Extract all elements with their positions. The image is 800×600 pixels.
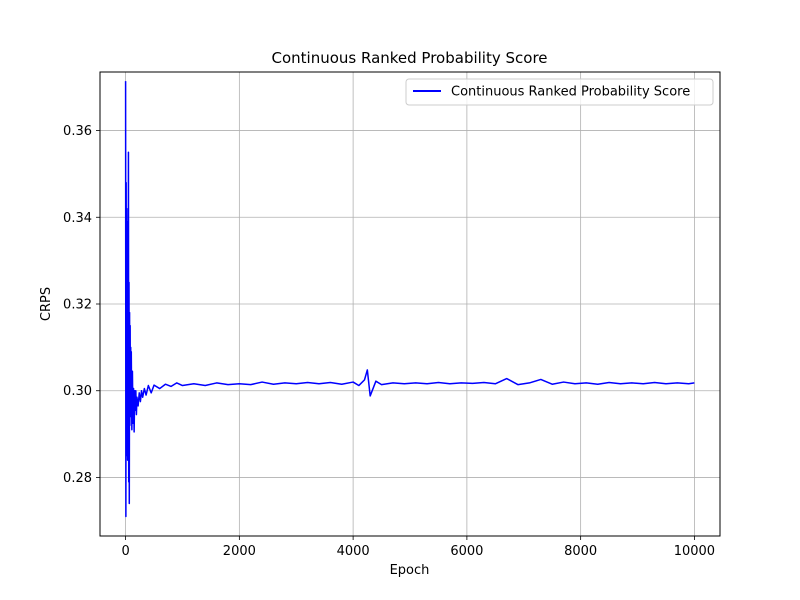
x-tick-label: 4000 <box>337 544 370 559</box>
y-tick-label: 0.30 <box>63 384 92 399</box>
legend-entry-label: Continuous Ranked Probability Score <box>451 85 690 100</box>
legend: Continuous Ranked Probability Score <box>405 78 714 106</box>
x-axis-label: Epoch <box>390 563 430 578</box>
x-tick-label: 6000 <box>450 544 483 559</box>
series-layer <box>124 81 695 518</box>
y-tick-label: 0.34 <box>63 211 92 226</box>
chart-title: Continuous Ranked Probability Score <box>271 49 547 67</box>
grid-lines <box>100 72 720 536</box>
x-tick-label: 8000 <box>564 544 597 559</box>
y-axis-label: CRPS <box>39 287 54 321</box>
legend-box <box>405 78 714 106</box>
y-tick-label: 0.36 <box>63 124 92 139</box>
series-line-crps <box>124 81 695 518</box>
x-tick-label: 2000 <box>223 544 256 559</box>
y-tick-label: 0.28 <box>63 471 92 486</box>
y-tick-label: 0.32 <box>63 298 92 313</box>
x-tick-label: 10000 <box>674 544 715 559</box>
axis-ticks: 0 2000 4000 6000 8000 10000 0.28 0.30 0.32 0.34 0.… <box>63 124 715 559</box>
x-tick-label: 0 <box>121 544 129 559</box>
